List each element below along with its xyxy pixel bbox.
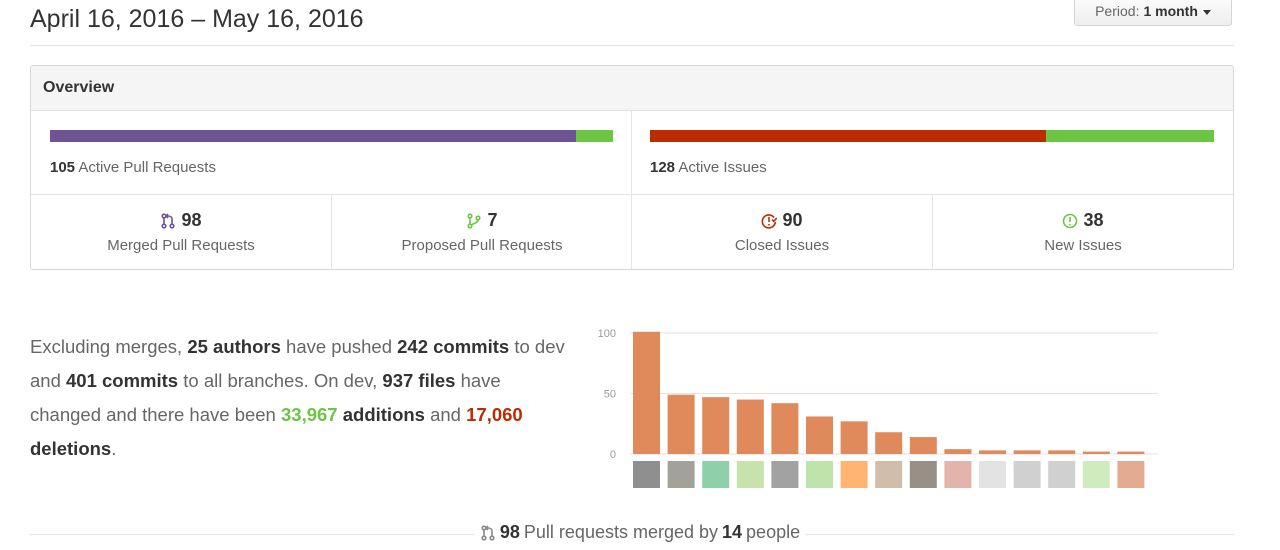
- author-avatar[interactable]: [979, 461, 1006, 488]
- closed-issues-stat[interactable]: 90 Closed Issues: [632, 210, 932, 254]
- commit-bar[interactable]: [979, 450, 1006, 454]
- commit-bar[interactable]: [667, 394, 695, 454]
- period-label: Period:: [1095, 3, 1140, 19]
- issue-closed-icon: [762, 213, 778, 229]
- additions-count: 33,967: [281, 404, 338, 425]
- dev-commits-count: 242 commits: [397, 336, 510, 357]
- commit-bar[interactable]: [633, 331, 660, 454]
- page-title: April 16, 2016 – May 16, 2016: [30, 5, 364, 33]
- commit-bar[interactable]: [875, 432, 903, 454]
- author-avatar[interactable]: [771, 461, 799, 488]
- commit-bar[interactable]: [1082, 451, 1110, 454]
- author-avatar[interactable]: [1048, 461, 1076, 488]
- pull-request-icon: [467, 212, 482, 229]
- divider: [932, 194, 933, 269]
- files-count: 937 files: [382, 370, 456, 391]
- commit-bar[interactable]: [806, 416, 833, 454]
- deletions-count: 17,060: [466, 404, 523, 425]
- author-avatar[interactable]: [702, 461, 730, 488]
- author-avatar[interactable]: [875, 461, 903, 488]
- divider: [631, 111, 632, 194]
- issues-bar[interactable]: [650, 130, 1214, 142]
- author-avatar[interactable]: [1117, 461, 1145, 488]
- commit-bar[interactable]: [702, 397, 730, 454]
- proposed-pull-requests-count: 7: [487, 210, 498, 230]
- active-issues-label[interactable]: 128 Active Issues: [650, 159, 767, 176]
- proposed-pull-requests-stat[interactable]: 7 Proposed Pull Requests: [332, 210, 632, 254]
- author-avatar[interactable]: [633, 461, 660, 488]
- period-dropdown-button[interactable]: Period: 1 month: [1074, 0, 1232, 26]
- author-avatar[interactable]: [1013, 461, 1041, 488]
- commit-summary: Excluding merges, 25 authors have pushed…: [30, 336, 565, 459]
- commit-bar[interactable]: [1117, 451, 1145, 454]
- new-issues-label: New Issues: [1044, 237, 1122, 254]
- commit-bar[interactable]: [944, 449, 972, 454]
- authors-count: 25 authors: [187, 336, 281, 357]
- pull-requests-bar[interactable]: [50, 130, 613, 142]
- merged-count: 98: [499, 522, 520, 542]
- proposed-pull-requests-label: Proposed Pull Requests: [401, 237, 563, 254]
- merged-pull-requests-stat[interactable]: 98 Merged Pull Requests: [31, 210, 331, 254]
- closed-issues-count: 90: [782, 210, 803, 230]
- author-avatar[interactable]: [1082, 461, 1110, 488]
- active-pull-requests-label[interactable]: 105 Active Pull Requests: [50, 159, 216, 176]
- issues-closed-segment: [650, 130, 1047, 142]
- closed-issues-label: Closed Issues: [734, 237, 830, 254]
- divider: [631, 194, 632, 269]
- all-commits-count: 401 commits: [66, 370, 179, 391]
- issues-open-segment: [1046, 130, 1214, 142]
- divider: [31, 194, 1233, 195]
- commit-bar[interactable]: [840, 421, 868, 454]
- pull-requests-merged-summary: 98 Pull requests merged by 14 people: [0, 522, 1280, 546]
- author-avatar[interactable]: [840, 461, 868, 488]
- new-issues-stat[interactable]: 38 New Issues: [933, 210, 1233, 254]
- period-value: 1 month: [1143, 3, 1198, 19]
- merged-pull-requests-label: Merged Pull Requests: [107, 237, 255, 254]
- pull-requests-merged-segment: [50, 130, 577, 142]
- pull-requests-open-segment: [576, 130, 613, 142]
- author-avatar[interactable]: [909, 461, 937, 488]
- divider: [30, 45, 1234, 46]
- commit-bar[interactable]: [1013, 450, 1041, 454]
- y-tick-label: 100: [598, 328, 616, 340]
- divider: [331, 194, 332, 269]
- author-avatar[interactable]: [667, 461, 695, 488]
- overview-panel: Overview 105 Active Pull Requests 128 Ac…: [30, 65, 1234, 270]
- merge-icon: [481, 524, 495, 541]
- caret-down-icon: [1202, 9, 1211, 15]
- commit-bar[interactable]: [736, 399, 764, 454]
- active-issues-count: 128: [650, 159, 676, 176]
- issue-opened-icon: [1063, 213, 1078, 228]
- commit-bar[interactable]: [909, 437, 937, 454]
- y-tick-label: 0: [610, 449, 616, 461]
- author-avatar[interactable]: [806, 461, 833, 488]
- merged-pull-requests-count: 98: [181, 210, 202, 230]
- commit-bar[interactable]: [771, 403, 799, 454]
- commits-by-author-chart: 100 50 0: [598, 328, 1158, 488]
- y-tick-label: 50: [604, 389, 616, 401]
- author-avatar[interactable]: [944, 461, 972, 488]
- commit-bar[interactable]: [1048, 450, 1076, 454]
- author-avatar[interactable]: [736, 461, 764, 488]
- people-count: 14: [722, 522, 743, 542]
- active-pull-requests-count: 105: [50, 159, 76, 176]
- overview-header: Overview: [31, 66, 1233, 111]
- new-issues-count: 38: [1083, 210, 1104, 230]
- merge-icon: [161, 212, 176, 229]
